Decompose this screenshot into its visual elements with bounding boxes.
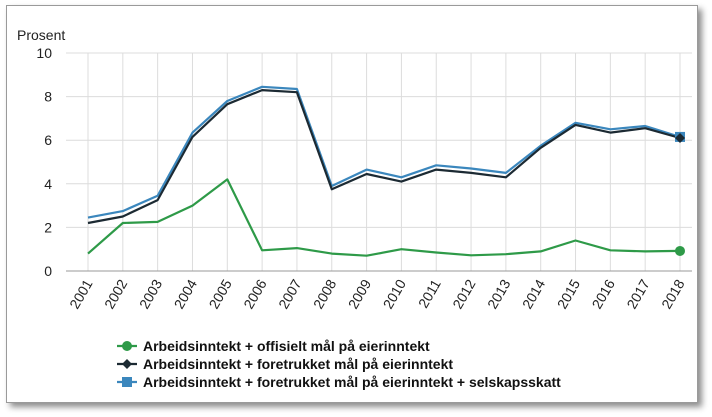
chart-frame	[6, 5, 698, 403]
x-tick-label: 2004	[171, 276, 201, 311]
series-line-2	[87, 88, 681, 225]
legend-marker-1	[122, 341, 132, 351]
y-tick-label: 4	[44, 176, 52, 192]
x-tick-label: 2002	[101, 276, 131, 311]
x-tick-label: 2016	[589, 276, 619, 311]
x-tick-label: 2007	[275, 276, 305, 311]
legend-label-2: Arbeidsinntekt + foretrukket mål på eier…	[143, 356, 453, 372]
y-tick-label: 6	[44, 132, 52, 148]
x-tick-label: 2005	[205, 276, 235, 311]
series-lines	[87, 85, 681, 257]
x-axis-ticks: 2001 2002 2003 2004 2005 2006 2007 2008 2009 2010…	[66, 276, 688, 311]
series-2-end-marker	[675, 133, 685, 144]
gridlines	[66, 52, 692, 272]
x-tick-label: 2017	[623, 276, 653, 311]
series-1-end-marker	[675, 245, 685, 256]
series-line-1	[87, 178, 681, 257]
y-tick-label: 10	[36, 45, 52, 61]
y-tick-label: 2	[44, 219, 52, 235]
series-end-markers	[675, 131, 685, 256]
x-tick-label: 2012	[449, 276, 479, 311]
x-tick-label: 2009	[345, 276, 375, 311]
y-tick-label: 0	[44, 263, 52, 279]
x-tick-label: 2015	[554, 276, 584, 311]
legend-label-1: Arbeidsinntekt + offisielt mål på eierin…	[143, 338, 430, 354]
legend-label-3: Arbeidsinntekt + foretrukket mål på eier…	[143, 374, 561, 390]
x-tick-label: 2003	[136, 276, 166, 311]
y-axis-ticks: 0 2 4 6 8 10	[36, 45, 52, 279]
x-tick-label: 2008	[310, 276, 340, 311]
legend-marker-2	[122, 359, 132, 369]
legend: Arbeidsinntekt + offisielt mål på eierin…	[117, 338, 561, 390]
x-tick-label: 2014	[519, 276, 549, 311]
legend-marker-3	[122, 377, 132, 387]
x-tick-label: 2013	[484, 276, 514, 311]
series-line-3	[87, 85, 681, 219]
x-tick-label: 2018	[658, 276, 688, 311]
y-tick-label: 8	[44, 89, 52, 105]
y-axis-title: Prosent	[17, 27, 65, 43]
x-tick-label: 2006	[240, 276, 270, 311]
x-tick-label: 2001	[66, 276, 96, 311]
x-tick-label: 2010	[380, 276, 410, 311]
x-tick-label: 2011	[415, 276, 444, 310]
